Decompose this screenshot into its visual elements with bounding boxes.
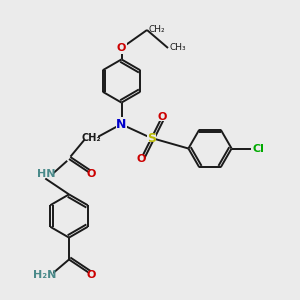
FancyBboxPatch shape [117,44,126,52]
FancyBboxPatch shape [158,113,166,121]
FancyBboxPatch shape [147,134,156,142]
Text: O: O [136,154,146,164]
Text: Cl: Cl [252,143,264,154]
FancyBboxPatch shape [85,134,98,142]
Text: N: N [116,118,127,131]
FancyBboxPatch shape [252,144,264,153]
Text: O: O [87,269,96,280]
Text: O: O [87,169,96,179]
FancyBboxPatch shape [37,270,53,279]
Text: CH₂: CH₂ [82,133,101,143]
FancyBboxPatch shape [40,170,53,178]
Text: S: S [147,131,156,145]
Text: CH₂: CH₂ [148,26,165,34]
FancyBboxPatch shape [117,120,126,129]
Text: O: O [157,112,167,122]
Text: HN: HN [37,169,56,179]
FancyBboxPatch shape [88,170,95,178]
FancyBboxPatch shape [137,155,145,163]
Text: H₂N: H₂N [33,269,57,280]
Text: O: O [117,43,126,53]
FancyBboxPatch shape [88,271,95,278]
Text: CH₃: CH₃ [169,44,186,52]
